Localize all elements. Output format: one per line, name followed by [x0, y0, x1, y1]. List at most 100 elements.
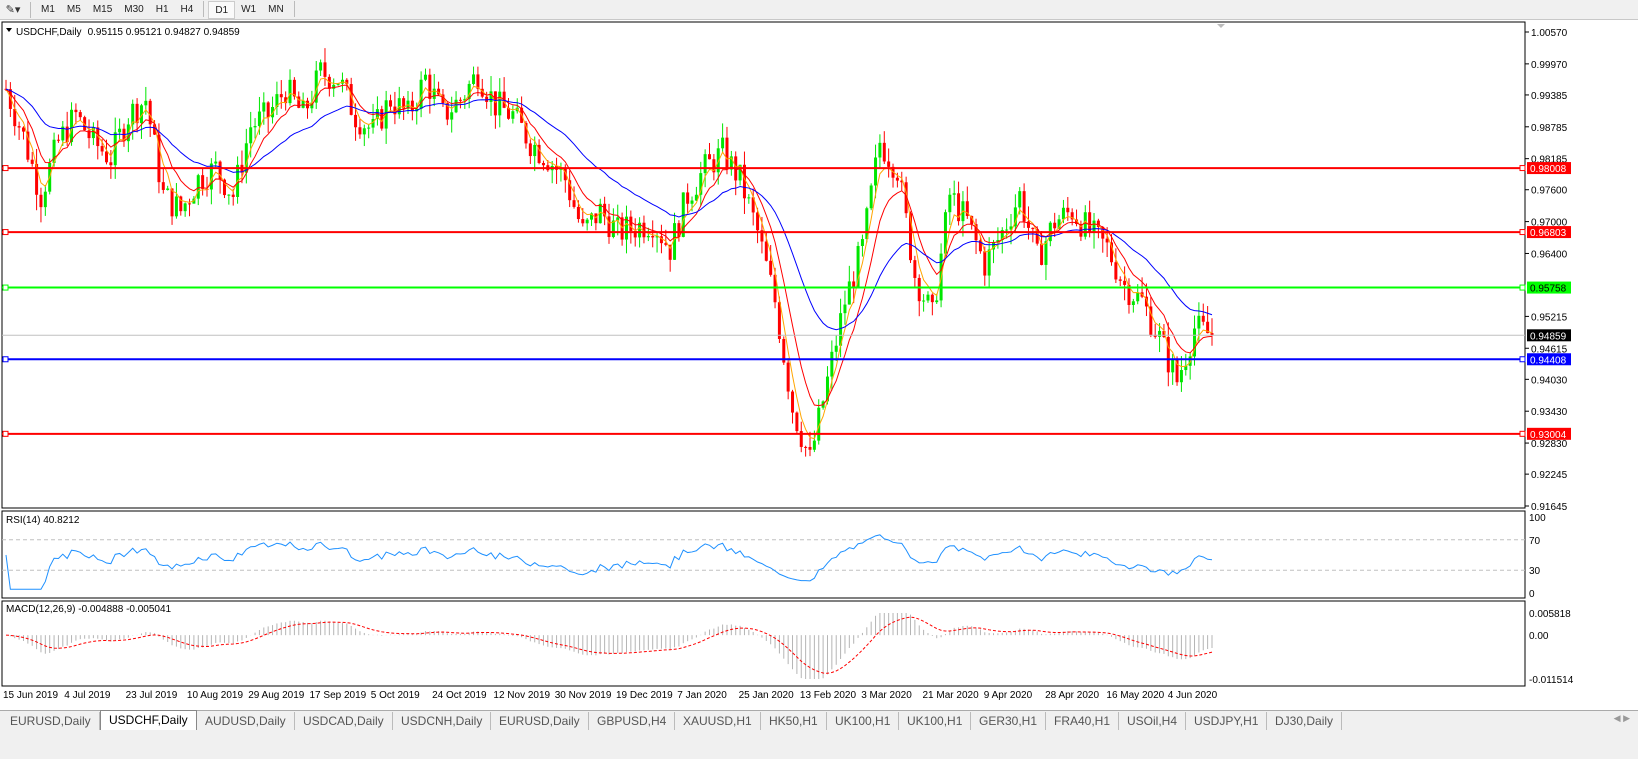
- candle-body: [432, 88, 436, 99]
- candle-body: [1171, 359, 1175, 373]
- candle-body: [978, 240, 982, 252]
- chart-tab[interactable]: USDCNH,Daily: [393, 712, 492, 730]
- candle: [472, 66, 476, 86]
- candle-body: [1018, 191, 1022, 208]
- price-label: 0.94615: [1531, 344, 1568, 355]
- candle-body: [747, 197, 751, 199]
- timeframe-m15[interactable]: M15: [92, 3, 113, 15]
- candle: [869, 183, 873, 211]
- candle-body: [887, 161, 891, 167]
- chart-tab[interactable]: UK100,H1: [827, 712, 900, 730]
- candle-body: [428, 74, 432, 99]
- candle-body: [1013, 207, 1017, 227]
- candle-body: [227, 194, 231, 196]
- candle-body: [489, 91, 493, 102]
- candle-body: [830, 351, 834, 377]
- toolbar-separator: [203, 0, 205, 17]
- timeframe-w1[interactable]: W1: [241, 3, 257, 15]
- level-price-badge: [1527, 353, 1571, 366]
- rsi-axis-label: 30: [1529, 566, 1541, 577]
- candle: [61, 120, 65, 147]
- candle: [380, 105, 384, 131]
- candle: [1201, 303, 1205, 326]
- candle-body: [1166, 336, 1170, 373]
- candle: [78, 109, 82, 121]
- candle: [791, 389, 795, 424]
- line-tools-icon[interactable]: ✎▾: [5, 4, 21, 16]
- candle: [423, 68, 427, 82]
- candle: [17, 121, 21, 140]
- candle-body: [847, 281, 851, 305]
- candle: [214, 151, 218, 168]
- chart-area[interactable]: 1.00570 0.99970 0.99385 0.98785 0.98185 0.976…: [0, 20, 1638, 688]
- chart-tab[interactable]: USDCHF,Daily: [100, 710, 197, 730]
- candle-body: [39, 194, 43, 208]
- candle: [319, 59, 323, 77]
- candle-body: [668, 244, 672, 260]
- chart-tab[interactable]: DJ30,Daily: [1267, 712, 1343, 730]
- date-label: 10 Aug 2019: [186, 690, 244, 701]
- candle-body: [533, 144, 537, 157]
- candle: [314, 60, 318, 109]
- candle-body: [70, 109, 74, 143]
- candle-body: [900, 180, 904, 183]
- timeframe-h1[interactable]: H1: [155, 3, 169, 15]
- candle-body: [135, 103, 139, 124]
- rsi-axis-label: 100: [1529, 513, 1546, 524]
- chart-tab[interactable]: GER30,H1: [971, 712, 1047, 730]
- candle-body: [362, 128, 366, 135]
- candle-body: [35, 163, 39, 195]
- rsi-axis-label: 70: [1529, 536, 1541, 547]
- candle-body: [52, 139, 56, 164]
- candle: [432, 73, 436, 107]
- candle-body: [760, 230, 764, 242]
- candle-body: [288, 79, 292, 104]
- candle-body: [118, 128, 122, 133]
- level-price-badge: [1527, 281, 1571, 294]
- timeframe-m30[interactable]: M30: [124, 3, 144, 15]
- chart-tab[interactable]: GBPUSD,H4: [589, 712, 676, 730]
- chart-tab[interactable]: EURUSD,Daily: [2, 712, 100, 730]
- timeframe-m1[interactable]: M1: [41, 3, 55, 15]
- candle: [804, 445, 808, 457]
- level-price-badge: [1527, 427, 1571, 440]
- candle: [323, 48, 327, 86]
- chart-tab[interactable]: USOil,H4: [1119, 712, 1187, 730]
- timeframe-m5[interactable]: M5: [66, 3, 81, 15]
- candle: [275, 81, 279, 115]
- candle-body: [694, 194, 698, 201]
- candle: [865, 206, 869, 243]
- candle: [1092, 213, 1096, 249]
- candle-body: [1040, 243, 1044, 265]
- chart-tab[interactable]: EURUSD,Daily: [491, 712, 589, 730]
- chart-tab[interactable]: USDJPY,H1: [1186, 712, 1268, 730]
- candle-body: [1158, 330, 1162, 337]
- candle: [279, 80, 283, 109]
- candle-body: [655, 236, 659, 238]
- candle: [188, 198, 192, 217]
- candle-body: [43, 191, 47, 208]
- candle-body: [507, 107, 510, 119]
- candle-body: [590, 213, 594, 220]
- candle: [1118, 276, 1122, 287]
- timeframe-d1[interactable]: D1: [208, 0, 236, 19]
- tab-scroll-arrows[interactable]: ◀ ▶: [1613, 713, 1630, 723]
- date-label: 29 Aug 2019: [248, 690, 305, 701]
- toolbar-separator: [30, 1, 31, 18]
- timeframe-h4[interactable]: H4: [180, 3, 194, 15]
- chart-tab[interactable]: HK50,H1: [761, 712, 827, 730]
- chart-tab[interactable]: XAUUSD,H1: [675, 712, 761, 730]
- toolbar-separator: [293, 0, 295, 17]
- chart-tab[interactable]: AUDUSD,Daily: [197, 712, 295, 730]
- candle-body: [458, 99, 462, 101]
- timeframe-mn[interactable]: MN: [268, 3, 284, 15]
- candle: [30, 151, 34, 167]
- candle-body: [183, 203, 187, 212]
- chart-tab[interactable]: UK100,H1: [899, 712, 972, 730]
- candle-body: [349, 84, 353, 115]
- candle-body: [895, 177, 899, 181]
- candle-body: [1193, 328, 1197, 357]
- candle-body: [1197, 315, 1201, 329]
- chart-tab[interactable]: FRA40,H1: [1046, 712, 1120, 730]
- chart-tab[interactable]: USDCAD,Daily: [295, 712, 393, 730]
